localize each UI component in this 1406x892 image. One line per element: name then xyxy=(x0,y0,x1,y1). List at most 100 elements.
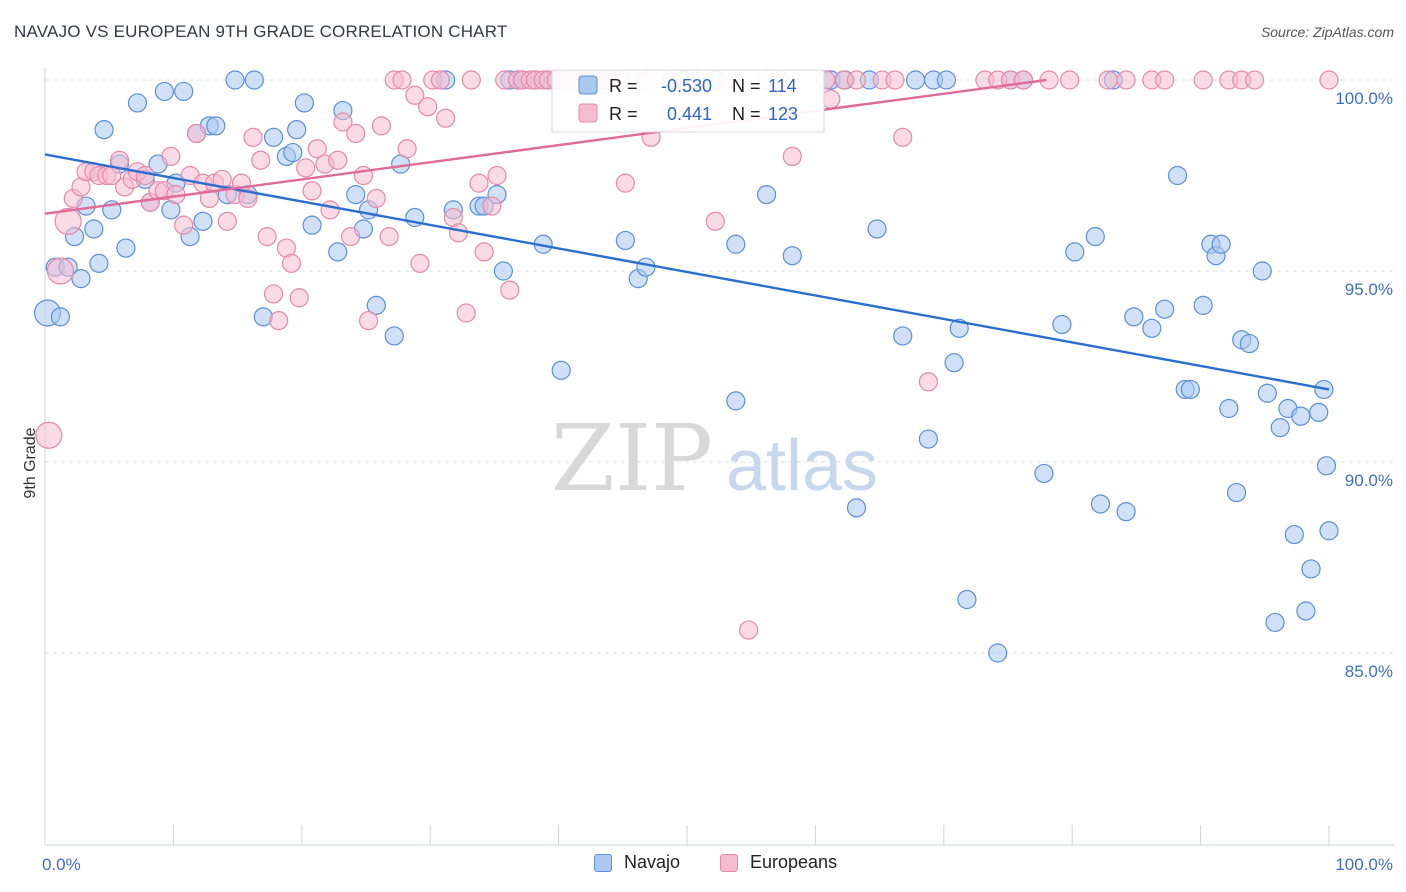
europeans-point-106 xyxy=(893,127,913,147)
grid-lines xyxy=(45,79,1394,654)
navajo-point-114 xyxy=(1309,402,1329,422)
europeans-point-18 xyxy=(161,146,181,166)
europeans-point-1 xyxy=(46,257,75,285)
navajo-point-66 xyxy=(757,185,777,205)
tick-labels: 85.0% 90.0% 95.0% 100.0% 0.0% 100.0% xyxy=(42,89,1393,874)
europeans-point-34 xyxy=(263,284,284,304)
europeans-point-35 xyxy=(269,311,289,331)
europeans-point-39 xyxy=(296,158,316,178)
navajo-point-27 xyxy=(225,70,245,90)
europeans-point-113 xyxy=(1060,70,1080,90)
navajo-point-5 xyxy=(71,269,91,289)
y-tick-label-90: 90.0% xyxy=(1345,471,1393,490)
navajo-point-64 xyxy=(726,391,746,411)
europeans-point-55 xyxy=(397,139,417,159)
navajo-point-97 xyxy=(1193,295,1213,315)
navajo-point-87 xyxy=(1085,227,1105,247)
europeans-point-107 xyxy=(918,372,938,392)
navajo-point-113 xyxy=(1301,559,1321,579)
navajo-point-31 xyxy=(263,127,284,147)
europeans-point-54 xyxy=(392,70,412,90)
europeans-swatch xyxy=(720,853,738,872)
europeans-point-67 xyxy=(474,242,494,262)
navajo-point-116 xyxy=(1316,456,1337,476)
legend-navajo-r-label: R = xyxy=(609,76,638,96)
navajo-point-92 xyxy=(1142,318,1162,338)
watermark-atlas: atlas xyxy=(726,426,878,506)
europeans-point-52 xyxy=(379,227,399,247)
axes xyxy=(44,68,1394,846)
legend: R = -0.530 N = 114 R = 0.441 N = 123 xyxy=(551,69,825,133)
navajo-trend-line xyxy=(44,153,1330,391)
europeans-point-114 xyxy=(1098,70,1118,90)
legend-europeans-n-label: N = xyxy=(732,104,761,124)
legend-navajo-r-value: -0.530 xyxy=(661,76,712,96)
europeans-point-41 xyxy=(307,139,327,159)
navajo-point-107 xyxy=(1265,612,1285,633)
europeans-point-121 xyxy=(1244,70,1265,90)
navajo-point-43 xyxy=(384,326,404,346)
europeans-point-44 xyxy=(328,150,348,170)
europeans-point-64 xyxy=(456,303,476,323)
navajo-point-88 xyxy=(1090,494,1111,514)
navajo-legend-label: Navajo xyxy=(624,852,681,872)
europeans-point-63 xyxy=(448,223,469,243)
navajo-point-73 xyxy=(893,326,913,346)
europeans-point-68 xyxy=(482,196,502,216)
navajo-point-67 xyxy=(782,246,802,266)
navajo-point-75 xyxy=(918,429,938,449)
navajo-point-77 xyxy=(936,70,956,90)
europeans-point-69 xyxy=(487,165,507,186)
navajo-point-93 xyxy=(1155,299,1175,319)
europeans-point-51 xyxy=(371,116,392,136)
legend-navajo-n-value: 114 xyxy=(768,76,797,96)
europeans-point-37 xyxy=(281,253,302,273)
europeans-point-94 xyxy=(705,211,725,231)
navajo-point-34 xyxy=(287,120,307,140)
legend-swatch-europeans xyxy=(578,103,598,123)
y-axis-label: 9th Grade xyxy=(22,427,39,498)
legend-europeans-r-label: R = xyxy=(609,104,638,124)
navajo-point-80 xyxy=(957,589,977,610)
europeans-point-31 xyxy=(243,127,263,147)
navajo-point-84 xyxy=(1034,463,1054,484)
europeans-point-20 xyxy=(174,215,194,235)
trend-lines xyxy=(44,78,1330,391)
navajo-point-96 xyxy=(1180,379,1200,400)
legend-navajo-n-label: N = xyxy=(732,76,761,96)
bottom-legend-navajo: Navajo xyxy=(594,852,680,873)
navajo-point-108 xyxy=(1270,418,1290,438)
bottom-legend-europeans: Europeans xyxy=(720,852,837,873)
europeans-point-27 xyxy=(217,211,237,231)
europeans-point-99 xyxy=(782,146,802,166)
europeans-legend-label: Europeans xyxy=(750,852,838,872)
europeans-point-38 xyxy=(289,288,309,308)
navajo-point-86 xyxy=(1065,242,1085,262)
europeans-point-40 xyxy=(302,181,322,201)
europeans-point-56 xyxy=(405,85,425,105)
europeans-point-61 xyxy=(436,108,456,128)
navajo-point-20 xyxy=(174,81,194,102)
navajo-point-17 xyxy=(154,81,175,102)
legend-europeans-n-value: 123 xyxy=(768,104,798,124)
navajo-point-85 xyxy=(1052,314,1072,335)
legend-swatch-navajo xyxy=(578,75,598,95)
navajo-point-112 xyxy=(1296,601,1316,621)
europeans-point-47 xyxy=(346,123,366,144)
europeans-point-96 xyxy=(739,620,759,640)
europeans-point-26 xyxy=(212,169,232,189)
navajo-points xyxy=(33,70,1339,663)
europeans-point-117 xyxy=(1155,70,1175,90)
navajo-point-91 xyxy=(1124,307,1144,327)
navajo-point-106 xyxy=(1257,383,1277,403)
europeans-point-122 xyxy=(1319,70,1339,90)
navajo-point-39 xyxy=(346,185,366,205)
europeans-point-46 xyxy=(340,227,361,247)
navajo-point-90 xyxy=(1116,502,1136,522)
navajo-point-111 xyxy=(1291,406,1311,426)
navajo-point-35 xyxy=(294,93,314,113)
europeans-point-43 xyxy=(320,200,340,220)
navajo-point-65 xyxy=(726,234,746,254)
navajo-point-100 xyxy=(1211,234,1231,254)
